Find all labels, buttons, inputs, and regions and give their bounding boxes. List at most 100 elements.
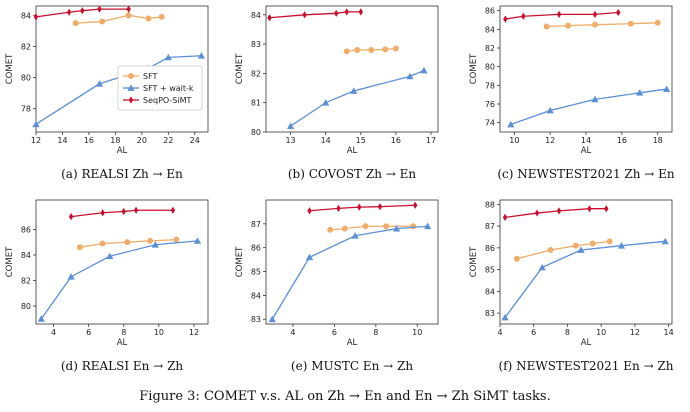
panel-caption: (a) REALSI Zh → En (61, 167, 183, 181)
data-point (382, 46, 389, 53)
y-tick-label: 88 (485, 200, 495, 209)
data-point (412, 201, 418, 209)
y-axis-label: COMET (469, 53, 479, 84)
x-tick-label: 4 (497, 328, 502, 337)
x-tick-label: 14 (581, 136, 591, 145)
data-point (351, 232, 359, 239)
x-tick-label: 18 (653, 136, 663, 145)
x-tick-label: 13 (285, 136, 295, 145)
panel-caption: (e) MUSTC En → Zh (291, 359, 413, 373)
legend-marker (128, 73, 134, 79)
data-point (158, 13, 165, 20)
data-point (503, 15, 508, 23)
y-axis-label: COMET (469, 246, 479, 277)
data-point (37, 315, 45, 322)
data-point (420, 66, 428, 74)
x-tick-label: 10 (596, 328, 606, 337)
x-tick-label: 10 (412, 328, 422, 337)
plot-area (265, 199, 439, 325)
x-tick-label: 8 (565, 328, 570, 337)
x-tick-label: 14 (664, 328, 674, 337)
y-tick-label: 84 (21, 11, 31, 20)
data-point (606, 238, 613, 245)
chart-panel-5: 4 6 8 10 83 84 85 86 87 AL COMET (e) MUSTC En → Zh (235, 199, 439, 373)
x-tick-label: 16 (617, 136, 627, 145)
data-point (68, 213, 74, 221)
y-tick-label: 80 (21, 74, 31, 83)
x-axis-label: AL (581, 146, 592, 156)
data-point (591, 95, 599, 103)
data-point (383, 223, 390, 230)
y-tick-label: 80 (21, 302, 31, 311)
data-point (406, 72, 414, 80)
x-axis-label: AL (347, 338, 358, 348)
data-point (164, 53, 172, 61)
data-point (392, 225, 401, 232)
data-point (410, 223, 417, 230)
data-point (99, 18, 106, 25)
x-tick-label: 12 (545, 136, 555, 145)
data-point (100, 209, 105, 217)
data-point (336, 204, 341, 212)
data-point (67, 273, 75, 280)
x-tick-label: 24 (190, 136, 200, 145)
data-point (95, 80, 104, 87)
figure-caption: Figure 3: COMET v.s. AL on Zh → En and E… (139, 389, 550, 404)
data-point (604, 205, 609, 213)
y-tick-label: 86 (21, 225, 31, 234)
x-tick-label: 4 (290, 328, 295, 337)
plot-area (499, 199, 673, 325)
data-point (302, 11, 307, 19)
data-point (33, 13, 39, 21)
x-axis-label: AL (347, 146, 358, 156)
y-tick-label: 76 (485, 100, 495, 109)
legend-marker (128, 96, 134, 104)
data-point (358, 8, 364, 16)
x-tick-label: 12 (189, 328, 199, 337)
y-tick-label: 80 (251, 128, 261, 137)
x-axis-label: AL (117, 338, 128, 348)
y-tick-label: 85 (251, 268, 261, 277)
data-point (424, 222, 432, 230)
data-point (661, 237, 669, 245)
panel-caption: (d) REALSI En → Zh (61, 359, 184, 373)
y-tick-label: 82 (21, 277, 31, 286)
x-tick-label: 6 (531, 328, 536, 337)
y-axis-label: COMET (235, 53, 245, 84)
y-tick-label: 86 (485, 7, 495, 16)
data-point (377, 203, 383, 211)
x-tick-label: 20 (137, 136, 147, 145)
legend: SFT SFT + wait-k SeqPO-SiMT (117, 65, 203, 111)
y-tick-label: 86 (485, 244, 495, 253)
y-tick-label: 78 (485, 81, 495, 90)
plot-area (265, 5, 439, 133)
data-point (97, 5, 102, 13)
y-tick-label: 84 (251, 291, 261, 300)
x-axis-label: AL (117, 146, 128, 156)
data-point (343, 48, 350, 55)
y-tick-label: 87 (251, 220, 261, 229)
data-point (125, 12, 132, 19)
y-tick-label: 78 (21, 105, 31, 114)
data-point (577, 246, 585, 253)
y-tick-label: 83 (251, 40, 261, 49)
y-tick-label: 83 (251, 315, 261, 324)
x-tick-label: 14 (321, 136, 331, 145)
data-point (392, 45, 399, 52)
chart-panel-6: 4 6 8 10 12 14 83 84 85 86 87 88 AL COMET (f) NEWSTEST… (469, 199, 674, 373)
data-point (547, 247, 554, 254)
y-tick-label: 84 (485, 287, 495, 296)
data-point (307, 207, 312, 215)
y-tick-label: 85 (485, 266, 495, 275)
data-point (543, 23, 550, 30)
data-point (592, 10, 598, 18)
data-point (636, 89, 644, 96)
data-point (513, 255, 520, 262)
x-tick-label: 10 (154, 328, 164, 337)
data-point (341, 225, 348, 232)
data-point (344, 8, 349, 16)
data-point (627, 20, 634, 27)
data-point (521, 12, 526, 20)
x-tick-label: 14 (57, 136, 67, 145)
